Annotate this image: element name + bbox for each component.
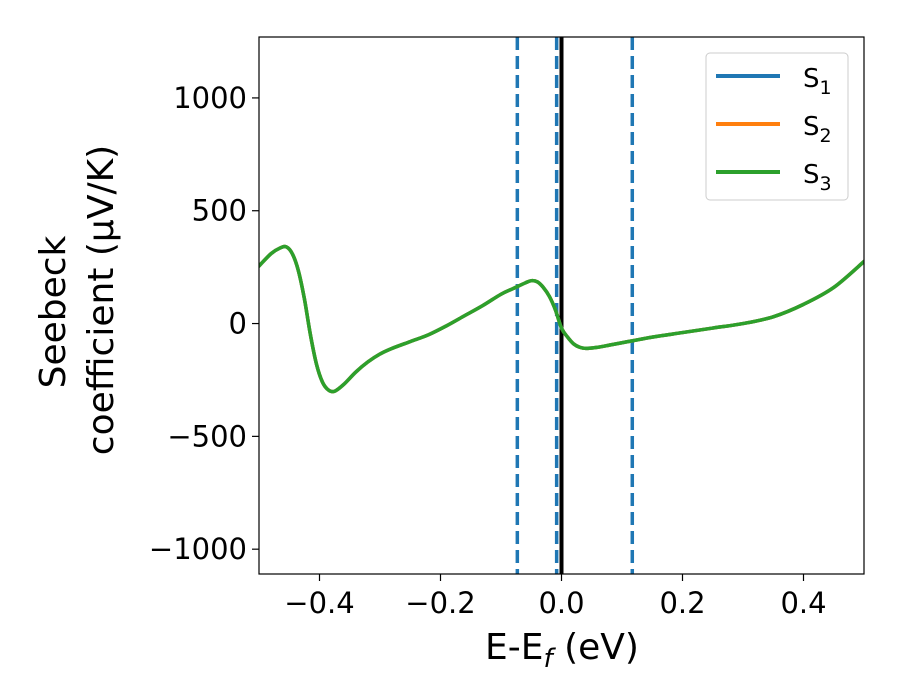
x-tick-label: −0.2 xyxy=(405,586,475,620)
x-tick-label: −0.4 xyxy=(284,586,354,620)
y-axis-label-line2: coefficient (μV/K) xyxy=(81,145,122,455)
legend-label-s3: S3 xyxy=(803,160,832,195)
y-tick-label: −500 xyxy=(167,419,247,453)
y-tick-label: 0 xyxy=(229,307,247,341)
x-tick-label: 0.4 xyxy=(780,586,826,620)
x-axis-label: E-Ef (eV) xyxy=(485,627,639,674)
x-tick-label: 0.2 xyxy=(659,586,705,620)
x-axis-label-main: E-E xyxy=(485,627,543,668)
legend-label-s2: S2 xyxy=(803,112,832,147)
series-line-s3 xyxy=(259,244,864,394)
y-tick-label: 1000 xyxy=(173,81,247,115)
y-axis-label-line1: Seebeck xyxy=(33,235,74,388)
y-axis-label: Seebeck coefficient (μV/K) xyxy=(33,145,122,455)
y-tick-label: 500 xyxy=(192,194,247,228)
y-tick-label: −1000 xyxy=(149,532,247,566)
x-axis-label-unit: (eV) xyxy=(553,627,639,668)
legend-label-s1: S1 xyxy=(803,64,832,99)
legend-box xyxy=(705,52,849,201)
legend: S1 S2 S3 xyxy=(705,52,849,201)
x-tick-label: 0.0 xyxy=(538,586,584,620)
